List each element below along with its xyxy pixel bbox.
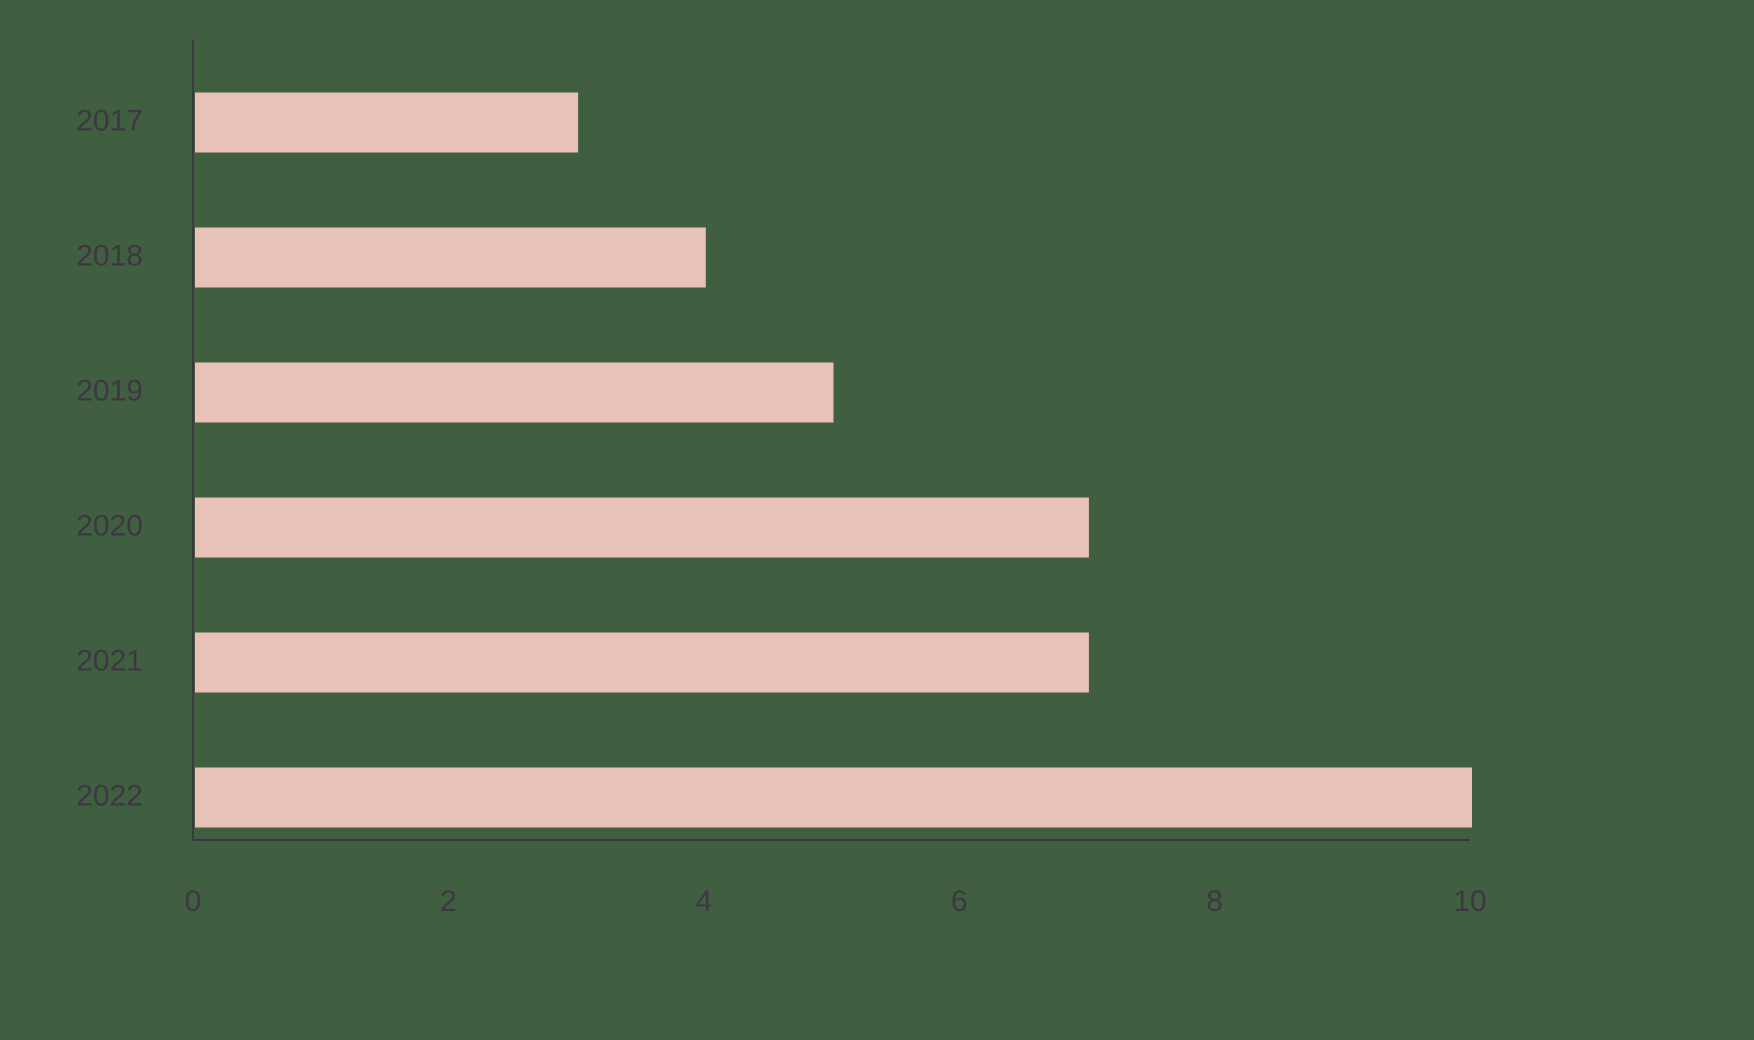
x-tick-label: 8 xyxy=(1206,885,1223,918)
y-category-label: 2017 xyxy=(76,104,143,137)
x-tick-label: 2 xyxy=(440,885,457,918)
x-tick-label: 6 xyxy=(951,885,968,918)
bar xyxy=(195,363,834,423)
y-category-label: 2019 xyxy=(76,374,143,407)
bar xyxy=(195,633,1089,693)
bar xyxy=(195,498,1089,558)
x-tick-label: 10 xyxy=(1453,885,1486,918)
y-category-label: 2022 xyxy=(76,779,143,812)
bar xyxy=(195,228,706,288)
bar xyxy=(195,93,578,153)
x-tick-label: 0 xyxy=(185,885,202,918)
horizontal-bar-chart: 2017 2018 2019 2020 2021 2022 0 2 4 6 8 10 xyxy=(0,0,1754,1040)
y-category-label: 2018 xyxy=(76,239,143,272)
bar xyxy=(195,768,1472,828)
x-tick-label: 4 xyxy=(695,885,712,918)
y-category-label: 2020 xyxy=(76,509,143,542)
y-category-label: 2021 xyxy=(76,644,143,677)
